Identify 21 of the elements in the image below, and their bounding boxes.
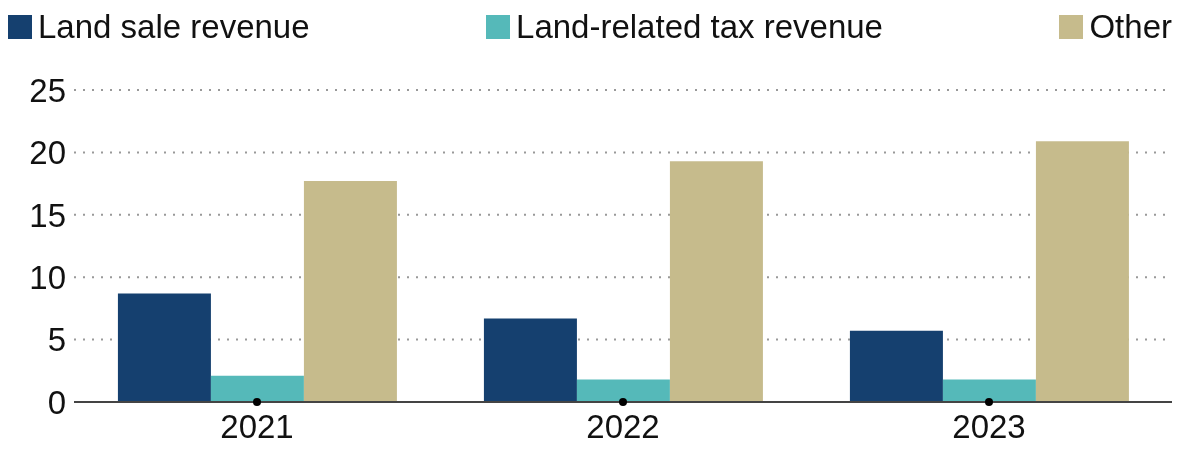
x-tick-label: 2023 bbox=[952, 408, 1026, 445]
y-tick-label: 10 bbox=[29, 258, 66, 296]
y-tick-label: 20 bbox=[29, 134, 66, 172]
bar bbox=[210, 375, 304, 402]
bar bbox=[942, 379, 1036, 402]
y-tick-label: 15 bbox=[29, 196, 66, 234]
bar bbox=[1035, 141, 1129, 402]
legend-label: Other bbox=[1089, 8, 1172, 46]
y-tick-label: 25 bbox=[29, 71, 66, 109]
legend-label: Land-related tax revenue bbox=[516, 8, 883, 46]
x-tick-label: 2022 bbox=[586, 408, 660, 445]
x-tick-label: 2021 bbox=[220, 408, 294, 445]
bar bbox=[576, 379, 670, 402]
bar bbox=[669, 161, 763, 402]
bar bbox=[117, 293, 211, 402]
bar bbox=[483, 318, 577, 402]
bar bbox=[849, 330, 943, 402]
bar bbox=[303, 181, 397, 402]
y-tick-label: 0 bbox=[47, 383, 66, 421]
y-tick-label: 5 bbox=[47, 321, 66, 359]
legend-label: Land sale revenue bbox=[38, 8, 310, 46]
